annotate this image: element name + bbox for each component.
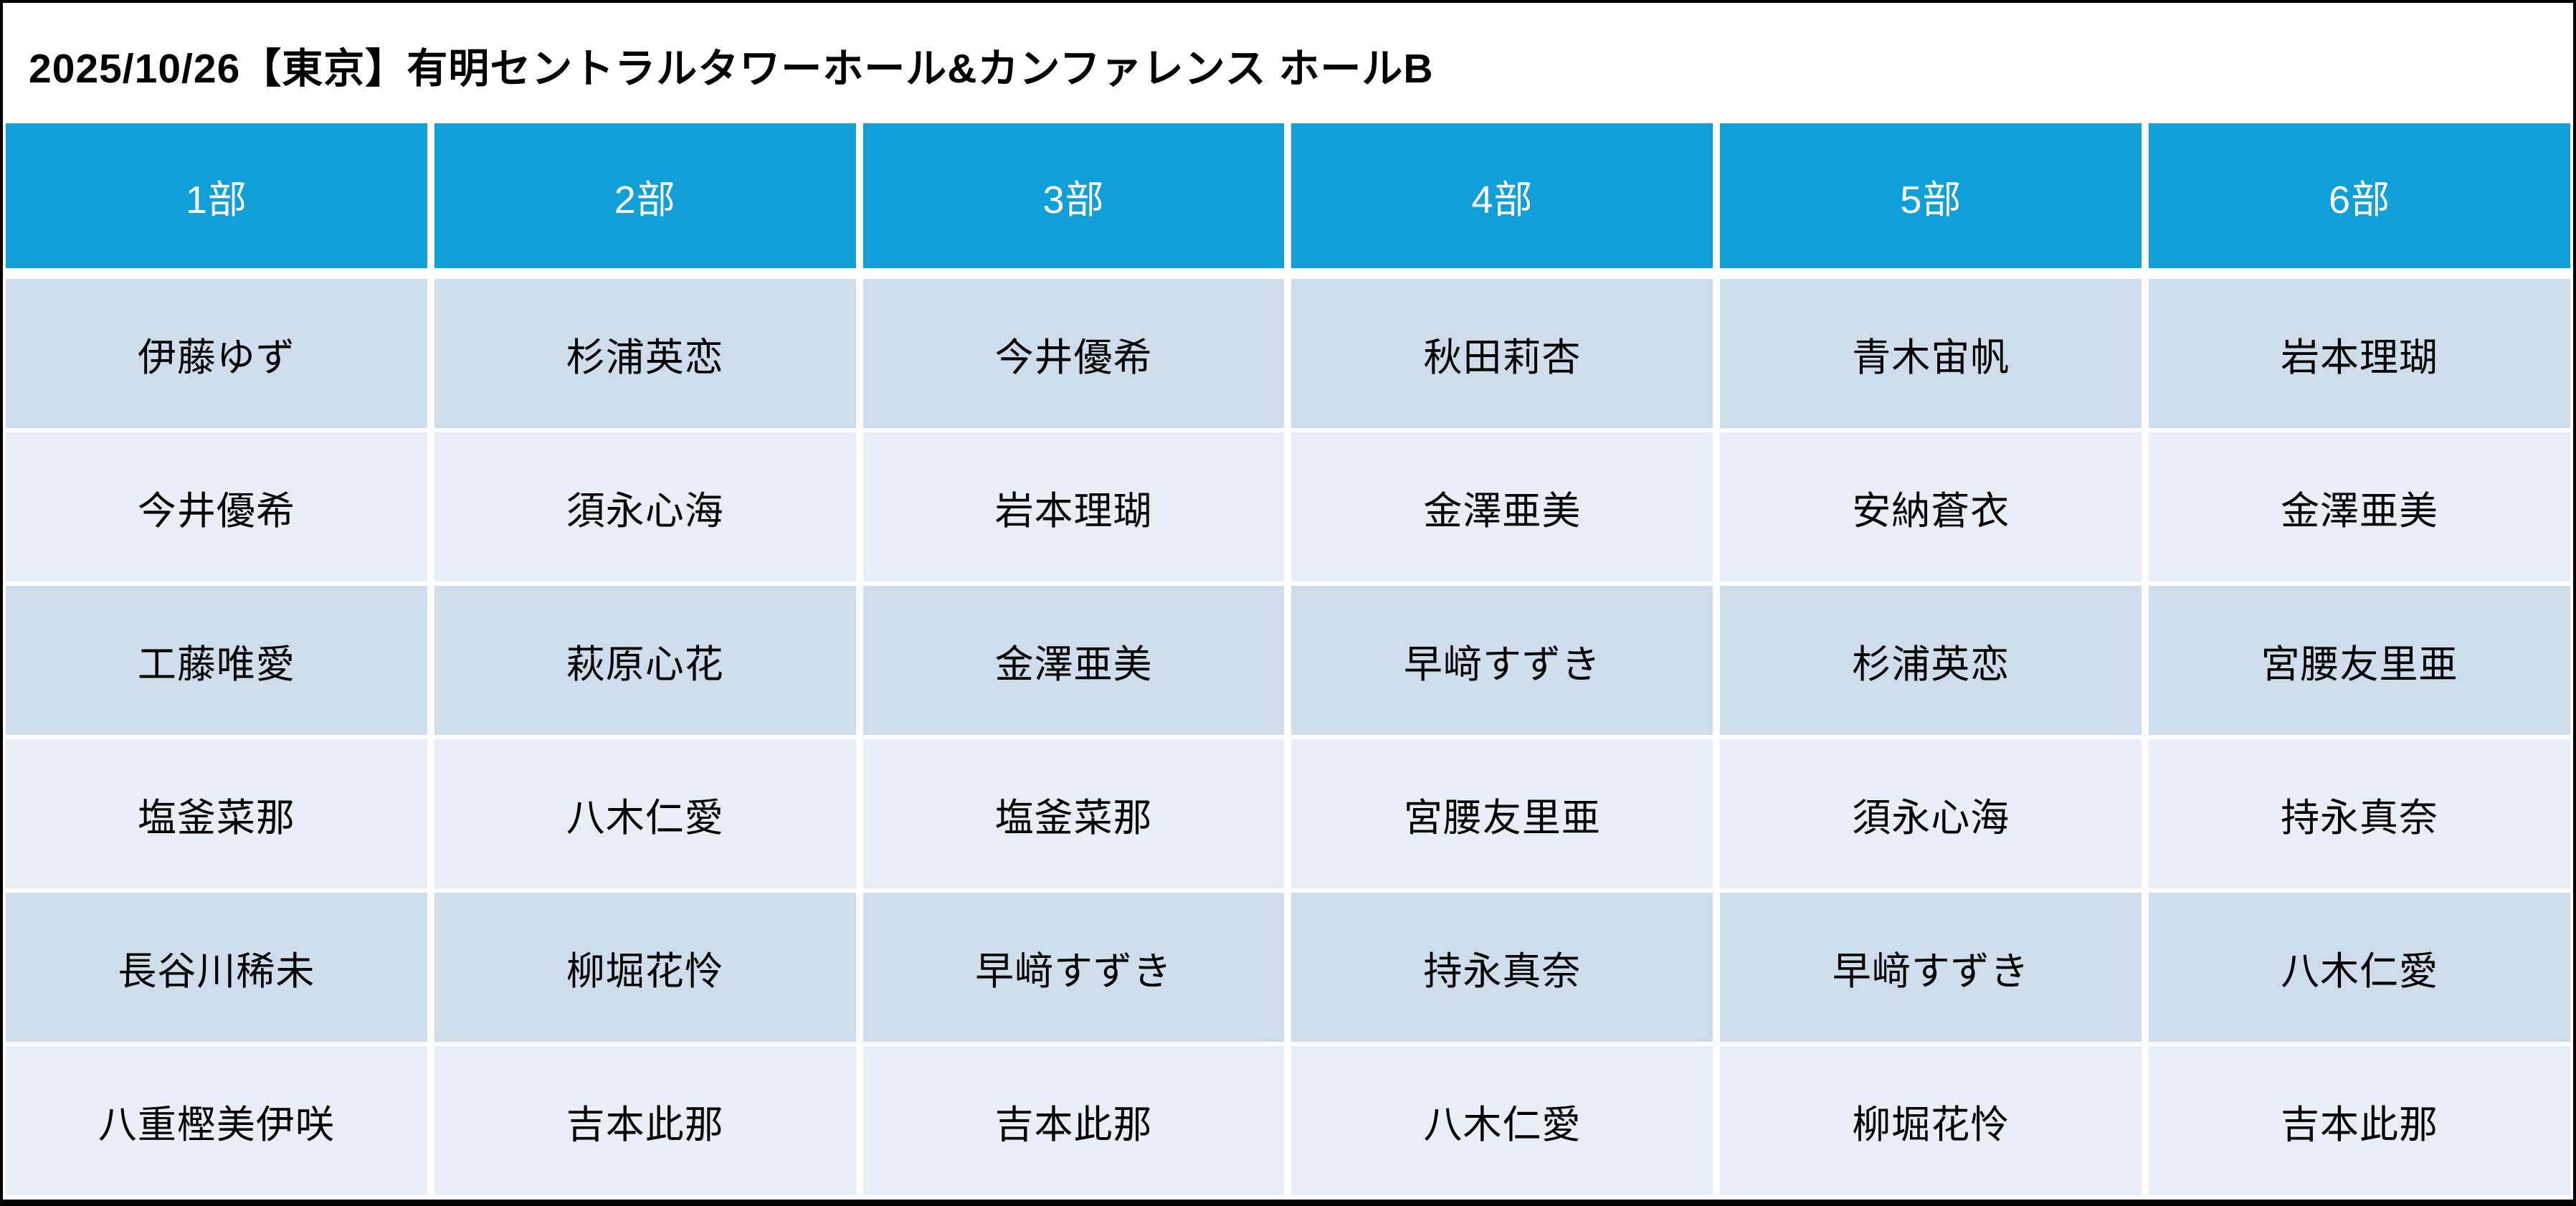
performer-cell: 八木仁愛 <box>2149 893 2570 1042</box>
column-header-2bu: 2部 <box>434 123 856 268</box>
performer-cell: 須永心海 <box>1720 739 2142 888</box>
column-header-1bu: 1部 <box>6 123 427 268</box>
performer-cell: 宮腰友里亜 <box>2149 586 2570 735</box>
performer-cell: 早﨑すずき <box>862 893 1285 1042</box>
performer-cell: 金澤亜美 <box>1291 432 1714 581</box>
performer-cell: 吉本此那 <box>2149 1046 2570 1195</box>
performer-cell: 工藤唯愛 <box>6 586 427 735</box>
performer-cell: 持永真奈 <box>2149 739 2570 888</box>
performer-cell: 安納蒼衣 <box>1720 432 2142 581</box>
performer-cell: 須永心海 <box>434 432 856 581</box>
performer-cell: 伊藤ゆず <box>6 279 427 428</box>
performer-cell: 柳堀花怜 <box>1720 1046 2142 1195</box>
title-bar: 2025/10/26【東京】有明セントラルタワーホール&カンファレンス ホールB <box>3 3 2573 123</box>
schedule-table: 1部 2部 3部 4部 5部 6部 伊藤ゆず 杉浦英恋 今井優希 秋田莉杏 青木宙帆 岩本理瑚 今井優希… <box>6 123 2570 1195</box>
performer-cell: 塩釜菜那 <box>862 739 1285 888</box>
performer-cell: 萩原心花 <box>434 586 856 735</box>
page-title: 2025/10/26【東京】有明セントラルタワーホール&カンファレンス ホールB <box>29 46 1434 92</box>
performer-cell: 金澤亜美 <box>862 586 1285 735</box>
performer-cell: 持永真奈 <box>1291 893 1714 1042</box>
performer-cell: 吉本此那 <box>862 1046 1285 1195</box>
performer-cell: 早﨑すずき <box>1291 586 1714 735</box>
performer-cell: 岩本理瑚 <box>2149 279 2570 428</box>
performer-cell: 秋田莉杏 <box>1291 279 1714 428</box>
column-header-3bu: 3部 <box>862 123 1285 268</box>
performer-cell: 八木仁愛 <box>1291 1046 1714 1195</box>
performer-cell: 杉浦英恋 <box>1720 586 2142 735</box>
performer-cell: 今井優希 <box>862 279 1285 428</box>
performer-cell: 金澤亜美 <box>2149 432 2570 581</box>
column-header-4bu: 4部 <box>1291 123 1714 268</box>
performer-cell: 青木宙帆 <box>1720 279 2142 428</box>
performer-cell: 八木仁愛 <box>434 739 856 888</box>
performer-cell: 早﨑すずき <box>1720 893 2142 1042</box>
performer-cell: 岩本理瑚 <box>862 432 1285 581</box>
performer-cell: 杉浦英恋 <box>434 279 856 428</box>
performer-cell: 柳堀花怜 <box>434 893 856 1042</box>
performer-cell: 吉本此那 <box>434 1046 856 1195</box>
performer-cell: 塩釜菜那 <box>6 739 427 888</box>
performer-cell: 今井優希 <box>6 432 427 581</box>
performer-cell: 八重樫美伊咲 <box>6 1046 427 1195</box>
performer-cell: 長谷川稀未 <box>6 893 427 1042</box>
performer-cell: 宮腰友里亜 <box>1291 739 1714 888</box>
column-header-5bu: 5部 <box>1720 123 2142 268</box>
column-header-6bu: 6部 <box>2149 123 2570 268</box>
